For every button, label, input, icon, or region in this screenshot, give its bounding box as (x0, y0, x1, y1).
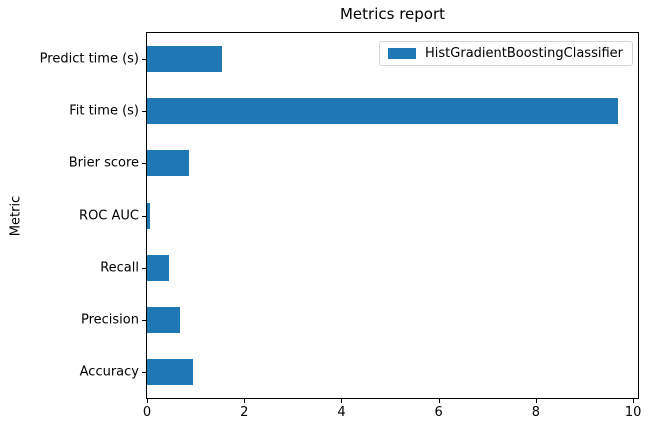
x-tick-label: 0 (142, 405, 152, 420)
x-tick-mark (438, 399, 440, 403)
x-tick-mark (244, 399, 246, 403)
y-tick-mark (142, 371, 146, 373)
x-tick-mark (147, 399, 148, 403)
x-tick-label: 4 (337, 405, 346, 420)
chart-title: Metrics report (339, 5, 446, 23)
y-tick-mark (142, 319, 146, 321)
y-tick-label: Brier score (68, 155, 139, 171)
legend-swatch-icon (388, 48, 417, 59)
x-tick-mark (633, 399, 635, 403)
legend: HistGradientBoostingClassifier (379, 41, 633, 66)
x-tick-label: 10 (624, 405, 642, 420)
x-tick-mark (341, 399, 343, 403)
bar-brier-score (147, 150, 190, 177)
x-tick-label: 6 (434, 405, 443, 420)
x-tick-mark (535, 399, 537, 403)
y-tick-label: Predict time (s) (39, 51, 139, 67)
bar-precision (147, 306, 181, 333)
y-tick-mark (142, 215, 146, 217)
bar-roc-auc (147, 202, 150, 229)
bar-recall (147, 254, 169, 281)
y-axis-label: Metric (8, 195, 24, 237)
y-tick-mark (142, 111, 146, 113)
y-tick-mark (142, 163, 146, 165)
y-tick-label: Recall (100, 260, 139, 276)
y-tick-mark (142, 267, 146, 269)
legend-label: HistGradientBoostingClassifier (425, 46, 623, 61)
y-tick-label: Accuracy (79, 364, 139, 380)
y-tick-label: ROC AUC (79, 208, 139, 223)
y-tick-label: Fit time (s) (69, 103, 139, 119)
bar-predict-time-s (147, 46, 222, 73)
x-tick-label: 8 (531, 405, 541, 420)
plot-area: HistGradientBoostingClassifier (146, 32, 639, 399)
x-tick-label: 2 (240, 405, 249, 420)
y-tick-label: Precision (80, 312, 139, 328)
bar-accuracy (147, 358, 194, 385)
bar-fit-time-s (147, 98, 618, 125)
y-tick-mark (142, 59, 146, 61)
